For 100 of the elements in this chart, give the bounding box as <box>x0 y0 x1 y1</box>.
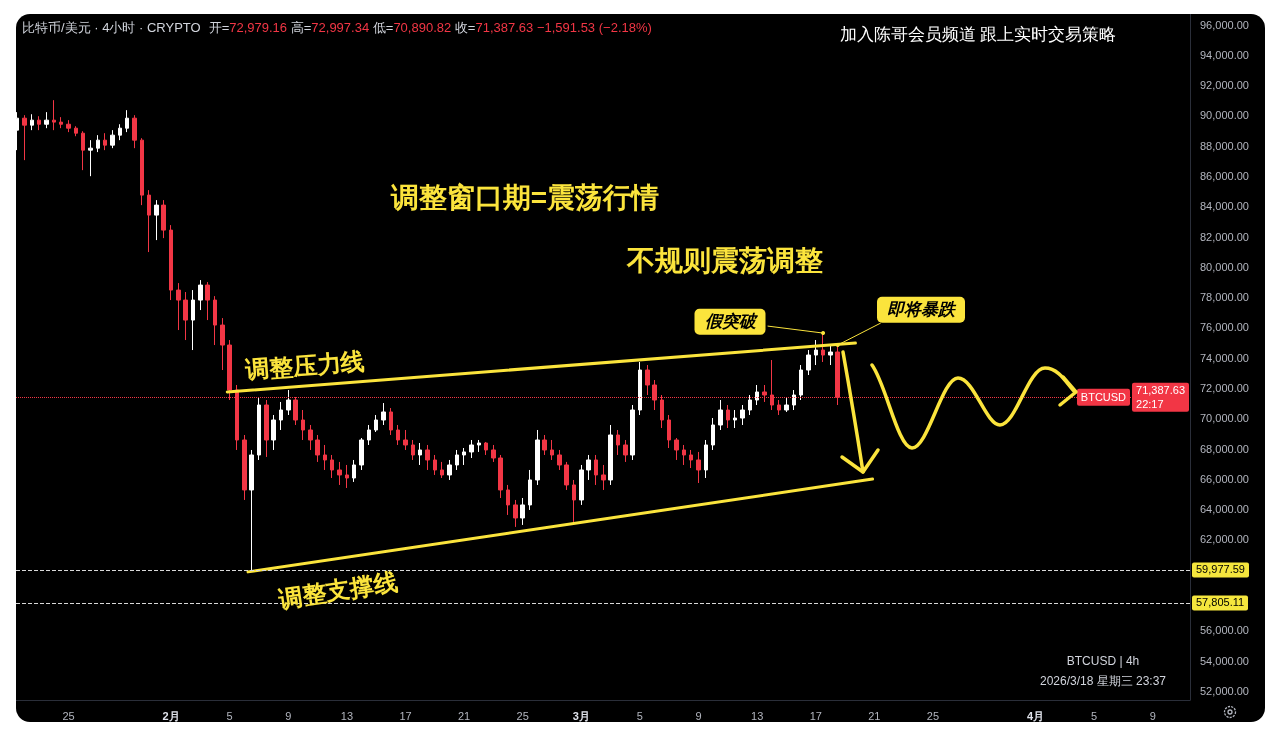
candlestick <box>81 130 85 171</box>
candlestick <box>498 454 503 499</box>
candlestick <box>601 464 606 491</box>
candlestick <box>16 111 19 151</box>
x-tick-label: 17 <box>399 709 412 722</box>
x-tick-label: 25 <box>516 709 529 722</box>
annotation: 2026/3/18 星期三 23:37 <box>1039 673 1167 689</box>
y-tick-label: 70,000.00 <box>1200 412 1249 425</box>
candlestick <box>711 417 715 451</box>
candlestick <box>784 397 789 413</box>
y-tick-label: 86,000.00 <box>1200 170 1249 183</box>
annotation: 即将暴跌 <box>876 296 965 324</box>
x-tick-label: 5 <box>636 709 643 722</box>
candlestick <box>125 109 129 133</box>
x-tick-label: 21 <box>868 709 881 722</box>
candlestick <box>161 199 166 239</box>
y-tick-label: 62,000.00 <box>1200 533 1249 546</box>
candlestick <box>704 439 708 479</box>
candlestick <box>806 349 811 376</box>
x-tick-label: 9 <box>1149 709 1156 722</box>
candlestick <box>154 199 159 241</box>
x-tick-label: 5 <box>226 709 233 722</box>
y-tick-label: 92,000.00 <box>1200 79 1249 92</box>
candlestick <box>323 444 327 471</box>
x-tick-label: 25 <box>62 709 75 722</box>
candlestick <box>608 424 613 486</box>
candlestick <box>198 279 203 311</box>
candlestick <box>564 461 569 491</box>
candlestick <box>59 116 63 129</box>
candlestick <box>586 454 591 481</box>
candlestick <box>74 125 78 137</box>
candlestick <box>147 189 151 253</box>
y-tick-label: 80,000.00 <box>1200 260 1249 273</box>
y-tick-label: 52,000.00 <box>1200 684 1249 697</box>
text: 调整支撑线 <box>276 568 400 613</box>
candlestick <box>520 497 525 526</box>
candlestick <box>286 389 291 416</box>
candlestick <box>572 479 576 523</box>
annotation: 假突破 <box>694 308 766 336</box>
candlestick <box>828 344 833 366</box>
x-tick-label: 5 <box>1091 709 1098 722</box>
candlestick <box>726 404 730 429</box>
x-tick-label: 9 <box>695 709 702 722</box>
candlestick <box>352 459 356 483</box>
candlestick <box>814 339 818 366</box>
x-tick-label: 21 <box>457 709 471 722</box>
candlestick <box>579 464 584 506</box>
candlestick <box>799 364 803 401</box>
y-tick-label: 88,000.00 <box>1200 139 1249 152</box>
x-tick-label: 13 <box>751 709 764 722</box>
candlestick <box>359 437 364 471</box>
candlestick <box>381 402 386 426</box>
y-tick-label: 72,000.00 <box>1200 382 1249 395</box>
y-tick-label: 94,000.00 <box>1200 48 1249 61</box>
text: 比特币/美元 · 4小时 · CRYPTO <box>22 20 201 35</box>
candlestick <box>740 404 745 426</box>
text: 开=72,979.16 高=72,997.34 低=70,890.82 收=71,387.63 −1,591.53 (−2.18%) <box>208 20 652 35</box>
candlestick <box>96 134 100 153</box>
annotation: BTCUSD | 4h <box>1066 653 1140 669</box>
candlestick <box>792 389 796 411</box>
candlestick <box>44 111 49 129</box>
candlestick <box>418 442 422 466</box>
candlestick <box>367 424 371 446</box>
x-tick-label: 17 <box>809 709 822 722</box>
candlestick <box>535 429 540 486</box>
candlestick <box>330 454 334 479</box>
candlestick <box>52 99 56 131</box>
candlestick <box>594 454 598 486</box>
annotation: 加入陈哥会员频道 跟上实时交易策略 <box>839 24 1117 46</box>
candlestick <box>748 394 752 416</box>
candlestick <box>411 439 415 461</box>
y-tick-label: 82,000.00 <box>1200 230 1249 243</box>
candlestick <box>374 414 378 433</box>
candlestick <box>755 384 759 406</box>
candlestick <box>477 439 481 453</box>
candlestick <box>469 439 474 459</box>
ref-line-label: 57,805.11 <box>1192 595 1249 611</box>
candlestick <box>513 499 518 528</box>
candlestick <box>557 449 562 471</box>
candlestick <box>667 414 671 449</box>
candlestick <box>37 115 41 131</box>
x-tick-label: 2月 <box>162 709 180 722</box>
candlestick <box>718 399 723 431</box>
candlestick <box>132 114 137 149</box>
candlestick <box>140 137 144 206</box>
candlestick <box>345 464 349 489</box>
annotation: BTCUSD <box>1076 388 1131 406</box>
y-tick-label: 96,000.00 <box>1200 18 1249 31</box>
candlestick <box>242 434 247 501</box>
candlestick <box>506 484 510 516</box>
candlestick <box>191 289 195 351</box>
candlestick <box>682 444 686 466</box>
x-tick-label: 9 <box>285 709 292 722</box>
candlestick <box>264 399 269 458</box>
y-tick-label: 66,000.00 <box>1200 472 1249 485</box>
y-tick-label: 78,000.00 <box>1200 291 1249 304</box>
candlestick <box>542 434 547 456</box>
candlestick <box>301 409 305 441</box>
candlestick <box>528 469 532 511</box>
candlestick <box>674 437 679 461</box>
